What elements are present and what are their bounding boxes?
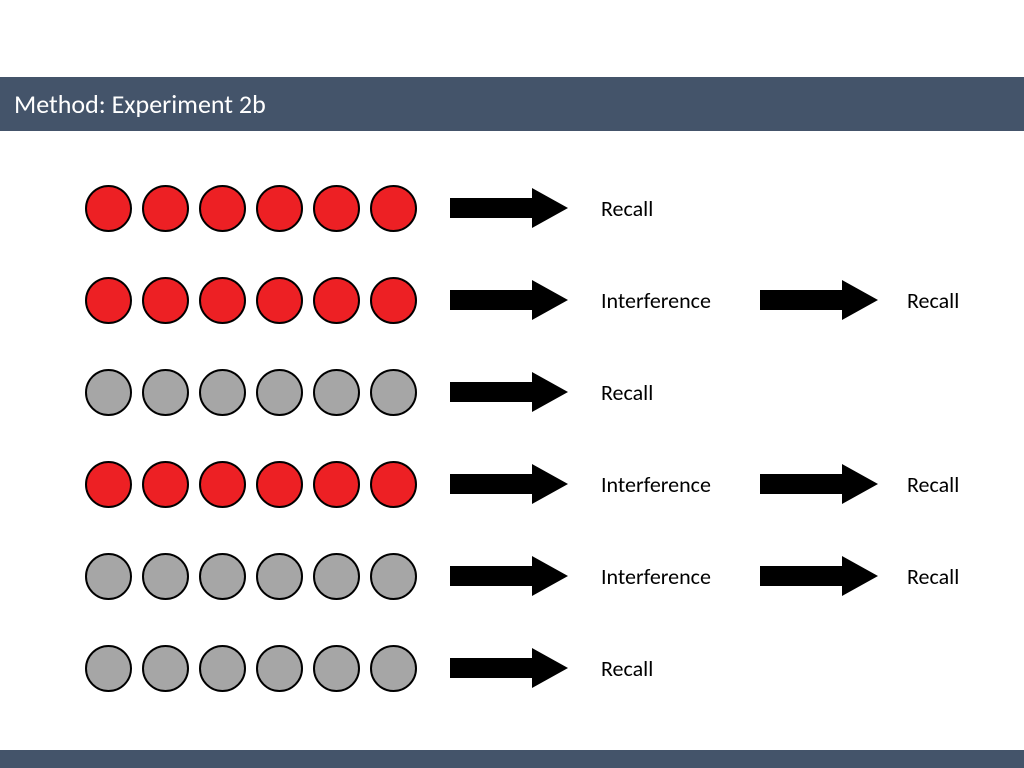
header-bar: Method: Experiment 2b <box>0 77 1024 131</box>
circle-group <box>85 369 417 416</box>
circle <box>142 553 189 600</box>
circle <box>199 185 246 232</box>
circle <box>85 553 132 600</box>
footer-bar <box>0 750 1024 768</box>
row-label-1: Recall <box>601 379 751 406</box>
row-label-1: Interference <box>601 563 751 590</box>
circle <box>256 277 303 324</box>
circle-group <box>85 553 417 600</box>
circle <box>142 277 189 324</box>
circle <box>142 185 189 232</box>
row-label-1: Interference <box>601 287 751 314</box>
arrow-icon <box>757 280 881 320</box>
circle <box>85 645 132 692</box>
diagram-row: Recall <box>85 182 1005 234</box>
arrow-icon <box>447 556 571 596</box>
circle <box>256 369 303 416</box>
arrow-icon <box>447 280 571 320</box>
circle-group <box>85 461 417 508</box>
circle <box>199 553 246 600</box>
diagram-row: Interference Recall <box>85 550 1005 602</box>
arrow-icon <box>757 464 881 504</box>
circle <box>199 461 246 508</box>
arrow-icon <box>757 556 881 596</box>
arrow-icon <box>447 372 571 412</box>
circle <box>199 645 246 692</box>
circle <box>142 369 189 416</box>
circle <box>370 369 417 416</box>
circle <box>85 369 132 416</box>
circle-group <box>85 277 417 324</box>
circle-group <box>85 185 417 232</box>
diagram-row: Interference Recall <box>85 274 1005 326</box>
row-label-1: Interference <box>601 471 751 498</box>
circle <box>256 645 303 692</box>
circle <box>313 277 360 324</box>
arrow-icon <box>447 188 571 228</box>
circle <box>199 277 246 324</box>
circle <box>256 553 303 600</box>
header-title: Method: Experiment 2b <box>14 88 266 120</box>
diagram-row: Interference Recall <box>85 458 1005 510</box>
circle <box>199 369 246 416</box>
circle <box>313 461 360 508</box>
circle <box>370 645 417 692</box>
circle <box>370 461 417 508</box>
arrow-icon <box>447 464 571 504</box>
circle <box>85 461 132 508</box>
circle <box>256 461 303 508</box>
arrow-icon <box>447 648 571 688</box>
circle <box>313 369 360 416</box>
rows-container: RecallInterferenceRecallRecallInterferen… <box>85 182 1005 734</box>
circle <box>85 185 132 232</box>
circle-group <box>85 645 417 692</box>
row-label-2: Recall <box>907 471 959 498</box>
diagram-row: Recall <box>85 642 1005 694</box>
diagram-row: Recall <box>85 366 1005 418</box>
circle <box>370 553 417 600</box>
circle <box>142 461 189 508</box>
circle <box>370 277 417 324</box>
row-label-1: Recall <box>601 195 751 222</box>
circle <box>313 185 360 232</box>
row-label-2: Recall <box>907 287 959 314</box>
circle <box>313 645 360 692</box>
circle <box>256 185 303 232</box>
circle <box>142 645 189 692</box>
row-label-1: Recall <box>601 655 751 682</box>
circle <box>85 277 132 324</box>
circle <box>313 553 360 600</box>
circle <box>370 185 417 232</box>
row-label-2: Recall <box>907 563 959 590</box>
